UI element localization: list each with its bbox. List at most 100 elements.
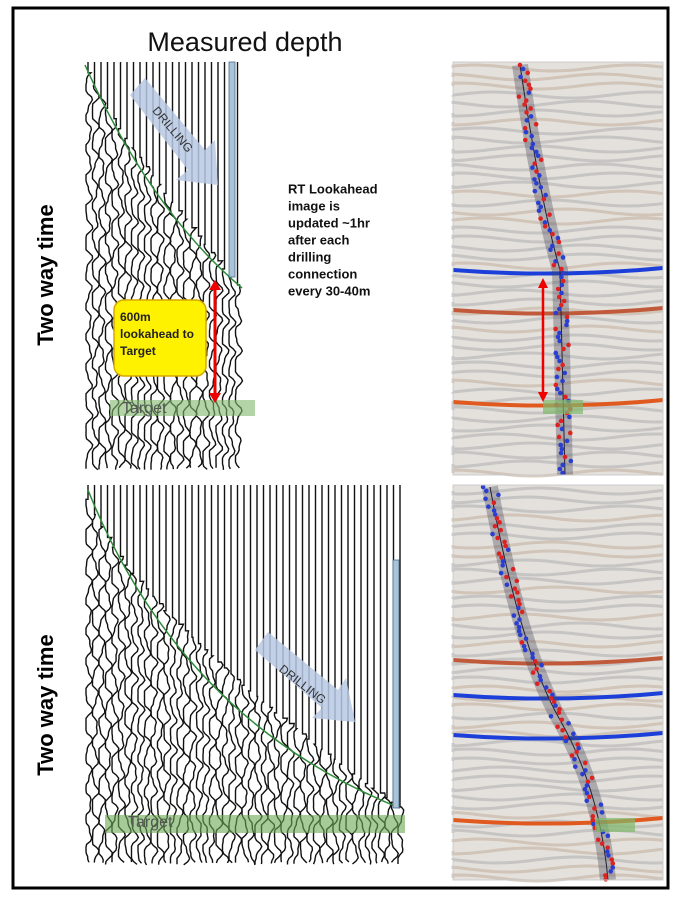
log-dot (558, 442, 564, 448)
log-dot (503, 543, 508, 549)
trace (273, 485, 283, 864)
log-dot (521, 643, 527, 649)
reflector (451, 837, 664, 847)
log-dot (518, 632, 523, 638)
log-dot (541, 196, 547, 202)
reflector (451, 549, 664, 559)
reflector (451, 792, 664, 802)
log-dot (516, 597, 521, 603)
log-dot (511, 613, 517, 618)
trace (293, 485, 302, 864)
log-dot (560, 378, 565, 384)
note-line: drilling (288, 249, 331, 264)
log-dot (553, 703, 558, 708)
reflector (451, 531, 664, 541)
reflector (451, 495, 664, 505)
log-dot (516, 628, 522, 634)
log-dot (560, 270, 566, 276)
log-dot (553, 310, 559, 316)
log-dot (605, 845, 610, 850)
log-dot (519, 609, 525, 615)
log-dot (567, 430, 573, 436)
reflector (451, 648, 664, 658)
log-dot (558, 302, 564, 308)
log-dot (536, 208, 542, 214)
log-dot (559, 274, 564, 280)
reflector (451, 567, 664, 577)
log-dot (530, 651, 535, 657)
log-dot (497, 520, 502, 525)
reflector (451, 423, 664, 433)
trace (267, 485, 276, 864)
log-dot (492, 512, 498, 517)
log-dot (523, 636, 529, 641)
log-dot (505, 547, 511, 553)
log-dot (560, 278, 566, 284)
log-dot (553, 382, 559, 388)
log-dot (529, 145, 535, 151)
callout (113, 299, 207, 377)
trace (104, 485, 114, 865)
log-dot (569, 753, 575, 758)
reflector (451, 126, 664, 136)
reflector (451, 603, 664, 613)
log-dot (547, 227, 553, 233)
trace (286, 485, 296, 865)
horizon (452, 656, 664, 666)
log-dot (538, 677, 544, 683)
note-line: RT Lookahead (288, 181, 378, 196)
log-dot (492, 523, 498, 529)
log-dot (561, 346, 566, 352)
log-dot (533, 659, 538, 664)
reflector (451, 315, 664, 325)
log-dot (534, 681, 540, 687)
log-dot (538, 184, 544, 190)
trace (227, 62, 237, 470)
reflector (451, 108, 664, 118)
reflector (451, 279, 663, 289)
reflector (451, 387, 664, 397)
reflector (451, 720, 664, 730)
log-dot (556, 239, 562, 245)
log-dot (516, 624, 522, 630)
log-dot (486, 504, 491, 509)
log-dot (609, 857, 615, 862)
reflector (451, 153, 664, 163)
reflector (451, 684, 664, 694)
log-dot (496, 551, 502, 556)
log-dot (556, 710, 562, 716)
log-dot (533, 149, 539, 155)
trace (325, 485, 334, 863)
note-line: every 30-40m (288, 283, 370, 298)
reflector (451, 252, 664, 262)
note-line: updated ~1hr (288, 215, 370, 230)
reflector (451, 243, 664, 253)
trace (91, 62, 101, 471)
log-dot (567, 414, 572, 420)
log-dot (610, 865, 616, 870)
log-dot (548, 247, 553, 253)
log-dot (480, 484, 486, 490)
well (228, 61, 236, 278)
log-dot (557, 706, 562, 712)
log-dot (508, 594, 514, 599)
log-dot (554, 374, 560, 380)
reflector (451, 81, 664, 91)
log-dot (598, 802, 604, 807)
note-line: image is (288, 198, 340, 213)
log-dot (559, 426, 565, 432)
reflector (451, 738, 664, 748)
reflector (451, 639, 664, 649)
log-dot (590, 817, 596, 823)
reflector (451, 504, 664, 514)
log-dot (559, 266, 564, 272)
log-dot (575, 742, 580, 747)
log-dot (555, 422, 560, 428)
log-dot (516, 605, 521, 611)
log-dot (542, 224, 548, 229)
callout-text: 600m (120, 310, 151, 324)
log-dot (580, 771, 585, 777)
log-dot (491, 508, 497, 513)
well (392, 559, 400, 809)
